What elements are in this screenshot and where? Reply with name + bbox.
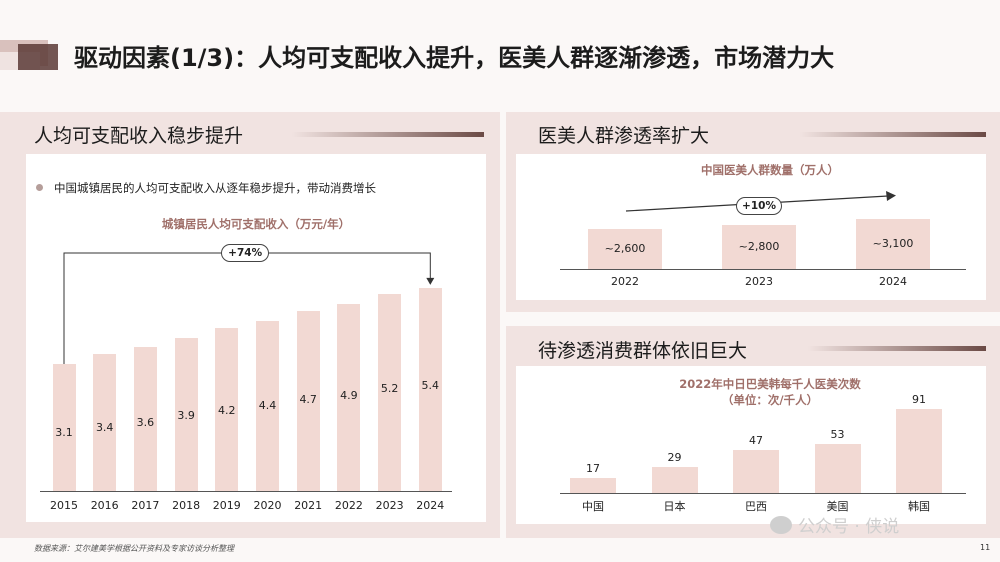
- bar-2023: [378, 294, 402, 491]
- growth-arrow-head: [886, 191, 896, 201]
- population-chart-title: 中国医美人群数量（万人）: [701, 163, 839, 177]
- bar-2022: [588, 229, 662, 269]
- bar-巴西: [733, 450, 779, 493]
- data-label: 5.4: [421, 379, 440, 392]
- x-tick-label: 2015: [50, 499, 78, 512]
- page-title: 驱动因素(1/3)：人均可支配收入提升，医美人群逐渐渗透，市场潜力大: [74, 44, 835, 72]
- data-label: 3.4: [95, 421, 114, 434]
- left-panel-rule: [292, 132, 484, 137]
- bar-2015: [52, 364, 76, 491]
- data-label: 53: [830, 428, 845, 442]
- left-panel-title: 人均可支配收入稳步提升: [34, 125, 244, 147]
- data-label: 29: [667, 450, 682, 464]
- right-top-panel-rule: [800, 132, 986, 137]
- x-axis-line: [560, 493, 966, 494]
- x-tick-label: 2024: [879, 275, 907, 288]
- bar-美国: [814, 444, 861, 493]
- data-label: 3.9: [177, 409, 195, 422]
- data-label: ~2,600: [604, 242, 646, 255]
- bar-韩国: [896, 409, 942, 493]
- x-tick-label: 2021: [294, 499, 323, 512]
- watermark: 公众号 · 侠说: [770, 512, 899, 537]
- income-chart-title: 城镇居民人均可支配收入（万元/年）: [161, 217, 351, 231]
- bar-2019: [215, 327, 239, 491]
- growth-badge-population: +10%: [736, 197, 782, 215]
- page-number: 11: [980, 543, 991, 552]
- data-label: 3.1: [55, 426, 73, 439]
- x-tick-label: 2023: [375, 499, 404, 512]
- bar-2017: [133, 347, 157, 491]
- right-bottom-panel-rule: [808, 346, 986, 351]
- data-label: 17: [586, 462, 600, 475]
- watermark-text: 公众号 · 侠说: [798, 517, 900, 537]
- bullet-text: 中国城镇居民的人均可支配收入从逐年稳步提升，带动消费增长: [54, 181, 376, 195]
- data-label: ~3,100: [872, 237, 914, 250]
- x-axis-line: [40, 491, 452, 492]
- bullet-dot: [36, 184, 43, 191]
- procedure-chart-title: 2022年中日巴美韩每千人医美次数: [679, 377, 861, 391]
- source-footnote: 数据来源：艾尔建美学根据公开资料及专家访谈分析整理: [34, 544, 234, 553]
- x-tick-label: 巴西: [745, 500, 767, 513]
- data-label: 91: [912, 393, 926, 406]
- bar-2016: [93, 354, 117, 491]
- x-tick-label: 2018: [172, 499, 201, 512]
- title-decoration-dark: [18, 44, 58, 70]
- x-tick-label: 美国: [826, 500, 849, 513]
- bar-2021: [296, 311, 320, 491]
- x-tick-label: 日本: [663, 500, 686, 513]
- x-tick-label: 2024: [416, 499, 445, 512]
- growth-badge-income: +74%: [221, 244, 270, 262]
- x-tick-label: 2022: [334, 499, 363, 512]
- data-label: 5.2: [380, 382, 399, 395]
- bar-2020: [256, 320, 279, 491]
- x-axis-line: [560, 269, 966, 270]
- wechat-icon: [770, 515, 792, 534]
- x-tick-label: 韩国: [908, 500, 930, 513]
- x-tick-label: 2019: [212, 499, 241, 512]
- right-top-panel-title: 医美人群渗透率扩大: [538, 125, 710, 147]
- x-tick-label: 2016: [90, 499, 119, 512]
- x-tick-label: 2022: [611, 275, 639, 288]
- procedure-chart-subtitle: （单位：次/千人）: [721, 393, 819, 407]
- data-label: 4.7: [299, 393, 317, 406]
- bar-中国: [570, 478, 616, 493]
- data-label: 4.4: [258, 399, 277, 412]
- x-tick-label: 2020: [253, 499, 282, 512]
- bar-2018: [174, 337, 198, 491]
- bar-日本: [651, 466, 698, 493]
- data-label: 4.2: [218, 404, 236, 417]
- data-label: 4.9: [340, 389, 358, 402]
- x-tick-label: 2017: [131, 499, 160, 512]
- bar-2024: [418, 287, 442, 491]
- bar-2024: [856, 219, 930, 269]
- x-tick-label: 中国: [582, 500, 604, 513]
- bar-2022: [337, 304, 361, 491]
- bar-2023: [722, 225, 796, 269]
- data-label: ~2,800: [738, 240, 780, 253]
- right-bottom-panel-title: 待渗透消费群体依旧巨大: [538, 340, 748, 362]
- data-label: 3.6: [136, 416, 155, 429]
- bracket-arrowhead: [426, 277, 435, 285]
- data-label: 47: [749, 434, 763, 448]
- x-tick-label: 2023: [745, 275, 773, 288]
